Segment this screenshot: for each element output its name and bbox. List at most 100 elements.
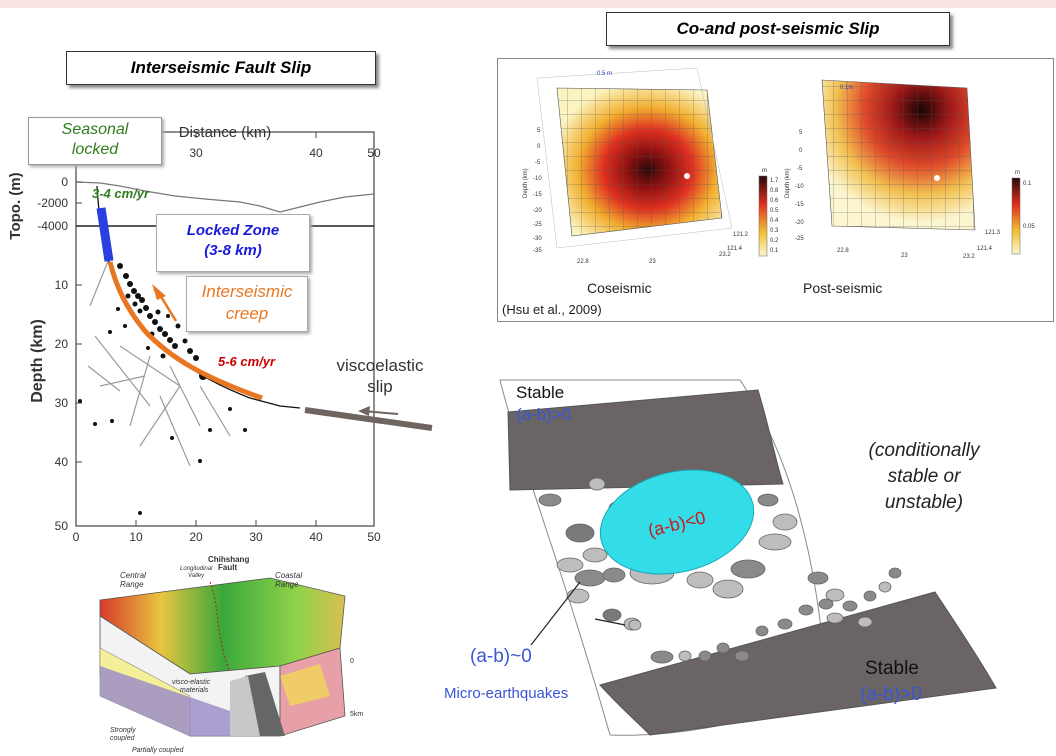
coseismic-colorbar: [758, 175, 768, 257]
co-cbar-2: 0.8: [770, 188, 779, 194]
seasonal-locked-box: Seasonal locked: [28, 117, 162, 165]
post-lat-1: 121.3: [985, 230, 1001, 236]
visco-materials-1: visco-elastic: [172, 679, 211, 686]
block-zero-label: 0: [350, 658, 354, 665]
depth-tick-10: 10: [55, 278, 69, 292]
co-cbar-7: 0.2: [770, 238, 779, 244]
co-depth-1: 5: [537, 128, 541, 134]
visco-materials-2: materials: [180, 687, 209, 694]
citation-label: (Hsu et al., 2009): [502, 302, 602, 317]
co-lon-1: 22.8: [577, 259, 589, 265]
post-lon-2: 23: [901, 253, 908, 259]
bottom-tick-30: 30: [249, 530, 263, 544]
stable-band-bottom: [599, 591, 997, 736]
creep-text-1: Interseismic: [201, 282, 293, 301]
stable-band-top: [507, 389, 784, 491]
post-depth-1: 5: [799, 130, 803, 136]
asperity-unstable: [599, 469, 755, 575]
micro-earthquakes-label: Micro-earthquakes: [444, 685, 568, 702]
coastal-range-1: Coastal: [275, 571, 302, 580]
block-depth-label: 5km: [350, 711, 363, 718]
co-depth-axis: Depth (km): [523, 168, 529, 198]
strongly-2: coupled: [110, 735, 136, 742]
viscoelastic-slip-band: [304, 407, 433, 431]
coseismic-label: Coseismic: [587, 280, 652, 296]
post-lon-3: 23.2: [963, 254, 975, 260]
topography-line: [75, 181, 375, 213]
valley-2: Valley: [188, 573, 205, 579]
co-cbar-4: 0.5: [770, 208, 779, 214]
topo-tick-2000: -2000: [37, 196, 68, 210]
postseismic-epicenter: [934, 175, 940, 181]
seismicity-dots: [78, 263, 247, 515]
co-depth-8: -30: [533, 236, 542, 242]
plot-frame: [75, 131, 375, 527]
fault-name-1: Chihshang: [208, 556, 249, 564]
stable-bottom-condition: (a-b)>0: [860, 684, 922, 705]
depth-axis-label: Depth (km): [29, 319, 46, 403]
topo-tick-4000: -4000: [37, 219, 68, 233]
post-depth-7: -25: [795, 236, 804, 242]
co-cbar-1: 1.7: [770, 178, 779, 184]
post-depth-4: -10: [795, 184, 804, 190]
rate-deep-label: 5-6 cm/yr: [218, 354, 276, 369]
top-tick-30: 30: [189, 146, 203, 160]
leader-line-2: [594, 618, 626, 626]
co-cbar-5: 0.4: [770, 218, 779, 224]
co-depth-6: -20: [533, 208, 542, 214]
seasonal-text-1: Seasonal: [61, 121, 129, 138]
stable-top-label: Stable: [516, 383, 564, 402]
locked-zone-text-2: (3-8 km): [204, 242, 262, 259]
stable-bottom-label: Stable: [865, 658, 919, 679]
locked-zone-box: Locked Zone (3-8 km): [156, 214, 310, 272]
co-cbar-3: 0.6: [770, 198, 779, 204]
co-unit: m: [762, 168, 767, 174]
creep-box: Interseismic creep: [186, 276, 308, 332]
co-lat-1: 121.2: [733, 232, 749, 238]
coastal-range-2: Range: [275, 580, 299, 589]
central-range-2: Range: [120, 580, 144, 589]
coseismic-epicenter: [684, 173, 690, 179]
post-depth-axis: Depth (km): [785, 168, 791, 198]
top-tick-50: 50: [367, 146, 381, 160]
interseismic-title: Interseismic Fault Slip: [66, 51, 376, 85]
depth-tick-40: 40: [55, 455, 69, 469]
stable-top-condition: (a-b)>0: [516, 405, 571, 424]
leader-line-1: [530, 581, 581, 646]
creep-arrowhead: [152, 284, 166, 300]
post-depth-3: -5: [797, 166, 803, 172]
strongly-1: Strongly: [110, 727, 136, 734]
conditional-text-3: unstable): [885, 492, 963, 513]
top-band: [0, 0, 1056, 8]
depth-tick-30: 30: [55, 396, 69, 410]
depth-tick-20: 20: [55, 337, 69, 351]
block-diagram: Central Range Coastal Range Chihshang Fa…: [99, 556, 363, 754]
viscoelastic-slip-label: slip: [367, 377, 393, 396]
post-depth-2: 0: [799, 148, 803, 154]
post-lon-1: 22.8: [837, 248, 849, 254]
coseismic-title: Co-and post-seismic Slip: [606, 12, 950, 46]
co-depth-4: -10: [533, 176, 542, 182]
bottom-tick-40: 40: [309, 530, 323, 544]
post-cbar-2: 0.05: [1023, 224, 1035, 230]
focal-lines: [87, 255, 231, 467]
co-scale-label: 0.5 m: [597, 71, 612, 77]
post-depth-6: -20: [795, 220, 804, 226]
co-depth-9: -35: [533, 248, 542, 254]
post-depth-5: -15: [795, 202, 804, 208]
bottom-tick-0: 0: [73, 530, 80, 544]
bottom-tick-50: 50: [367, 530, 381, 544]
creep-text-2: creep: [225, 304, 269, 323]
friction-fault-plane: (a-b)<0 Stable (a-b)>0 (conditionally st…: [444, 379, 997, 736]
postseismic-colorbar: [1011, 177, 1021, 255]
co-depth-5: -15: [533, 192, 542, 198]
topo-tick-0: 0: [61, 175, 68, 189]
valley-1: Longitudinal: [180, 566, 213, 572]
creep-path: [107, 261, 263, 401]
co-depth-3: -5: [535, 160, 541, 166]
co-depth-7: -25: [533, 222, 542, 228]
co-depth-2: 0: [537, 144, 541, 150]
co-lat-2: 121.4: [727, 246, 743, 252]
central-range-1: Central: [120, 571, 146, 580]
conditional-text-2: stable or: [888, 466, 962, 487]
